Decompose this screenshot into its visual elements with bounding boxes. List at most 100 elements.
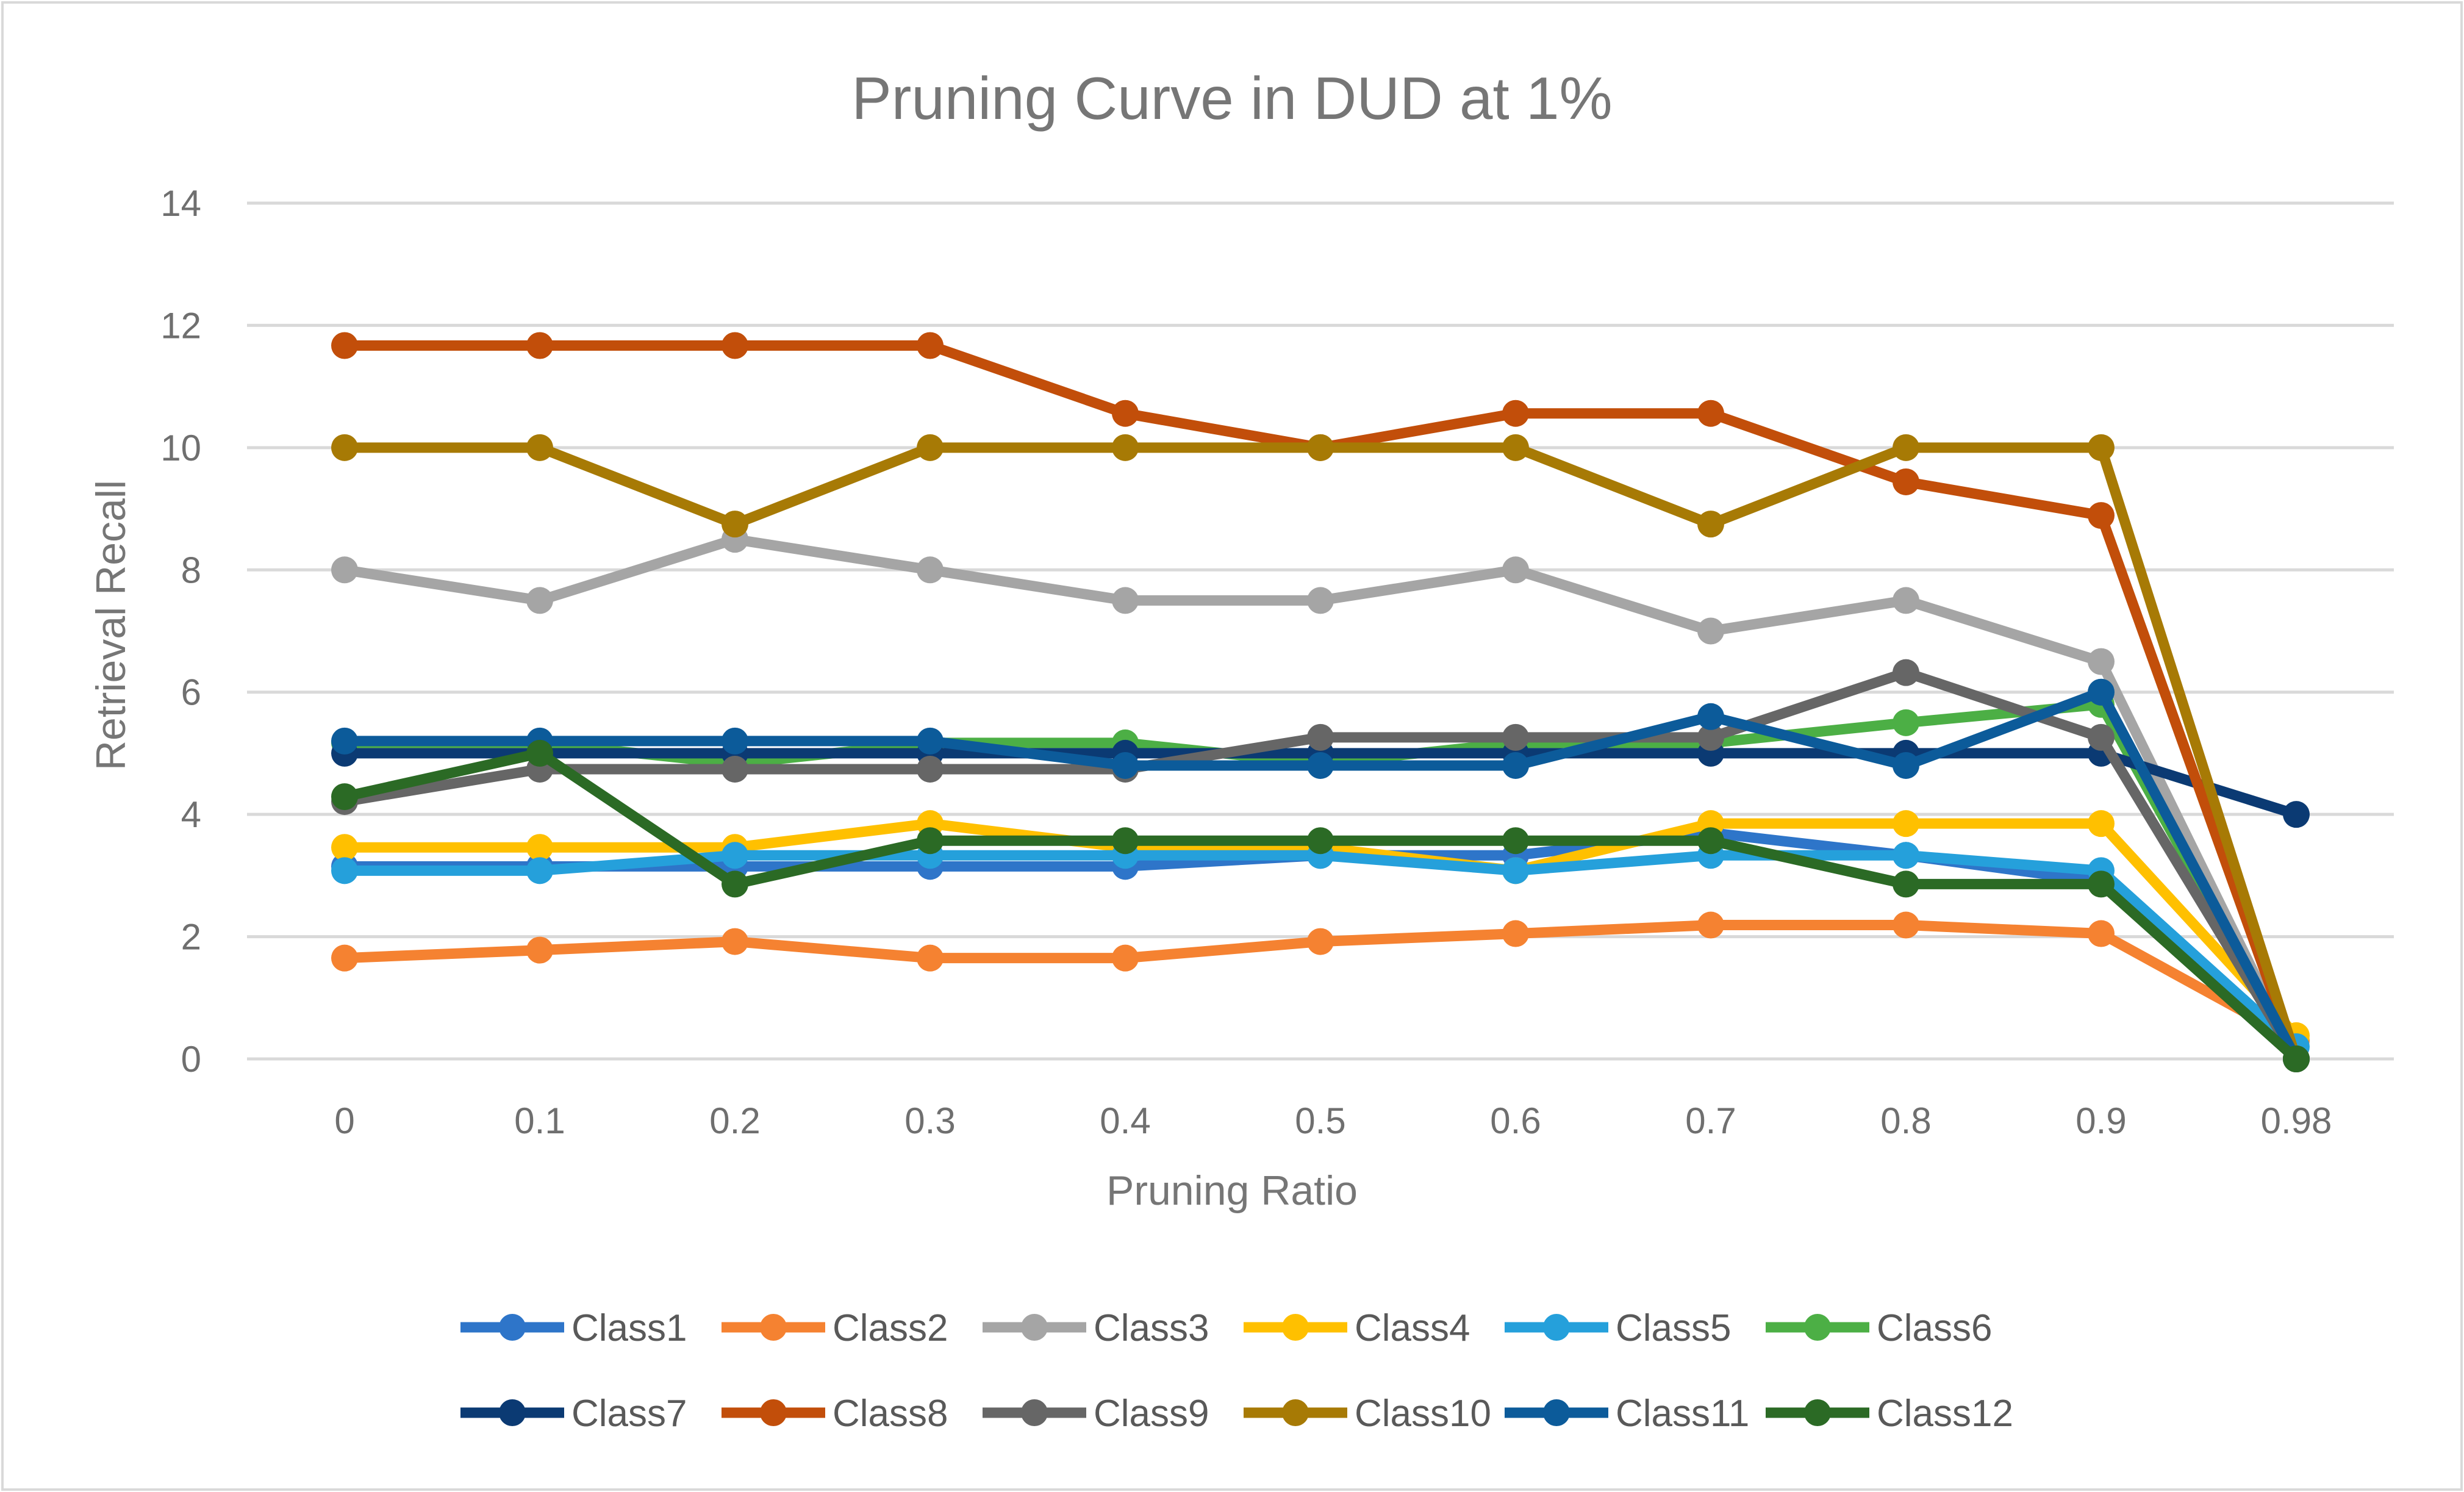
data-point [1307, 751, 1334, 779]
data-point [2088, 502, 2115, 529]
data-point [1697, 827, 1724, 855]
data-point [917, 755, 944, 783]
data-point [1697, 511, 1724, 538]
x-axis-label: Pruning Ratio [1106, 1167, 1358, 1214]
legend-item-class2: Class2 [722, 1307, 948, 1349]
legend-item-class6: Class6 [1766, 1307, 1993, 1349]
x-tick-label: 0.7 [1685, 1100, 1736, 1141]
legend-marker [1804, 1314, 1831, 1341]
x-tick-label: 0.1 [514, 1100, 565, 1141]
legend-label: Class11 [1616, 1393, 1749, 1435]
data-point [1502, 400, 1529, 427]
data-point [2283, 801, 2310, 828]
data-point [1502, 556, 1529, 584]
legend-item-class8: Class8 [722, 1393, 948, 1435]
series-class12 [331, 739, 2310, 1072]
data-point [2088, 678, 2115, 706]
legend-label: Class12 [1877, 1393, 2013, 1435]
data-point [917, 944, 944, 972]
data-point [917, 434, 944, 461]
legend-marker [1543, 1314, 1570, 1341]
data-point [1502, 827, 1529, 855]
legend-marker [1804, 1399, 1831, 1426]
series-class2 [331, 911, 2310, 1054]
data-point [331, 783, 358, 811]
data-point [722, 928, 748, 955]
data-point [1893, 659, 1919, 686]
legend: Class1 Class2 Class3 Class4 Class5 Class6 Clas… [460, 1307, 2013, 1435]
y-tick-label: 8 [181, 550, 201, 590]
legend-marker [1543, 1399, 1570, 1426]
data-point [722, 727, 748, 755]
series-group [331, 332, 2310, 1072]
y-tick-label: 4 [181, 794, 201, 835]
legend-label: Class5 [1616, 1307, 1732, 1349]
legend-item-class10: Class10 [1244, 1393, 1491, 1435]
data-point [331, 834, 358, 861]
y-tick-label: 14 [160, 183, 201, 224]
x-tick-label: 0.6 [1490, 1100, 1541, 1141]
data-point [1502, 434, 1529, 461]
x-tick-label: 0.3 [904, 1100, 955, 1141]
data-point [722, 842, 748, 869]
x-tick-label: 0.4 [1100, 1100, 1150, 1141]
legend-marker [1021, 1399, 1048, 1426]
data-point [1697, 703, 1724, 730]
data-point [1893, 810, 1919, 837]
data-point [2283, 1045, 2310, 1072]
y-axis-ticks: 0 2 4 6 8 10 12 14 [160, 183, 201, 1080]
x-tick-label: 0.8 [1880, 1100, 1931, 1141]
data-point [1112, 827, 1139, 855]
legend-label: Class9 [1094, 1393, 1209, 1435]
data-point [331, 944, 358, 972]
legend-item-class1: Class1 [460, 1307, 687, 1349]
data-point [722, 870, 748, 898]
data-point [1112, 944, 1139, 972]
legend-marker [760, 1314, 787, 1341]
data-point [1893, 709, 1919, 736]
data-point [917, 727, 944, 755]
data-point [1502, 920, 1529, 947]
data-point [917, 556, 944, 584]
data-point [1893, 751, 1919, 779]
y-tick-label: 10 [160, 428, 201, 468]
data-point [1697, 911, 1724, 939]
legend-label: Class1 [571, 1307, 687, 1349]
legend-marker [1021, 1314, 1048, 1341]
data-point [331, 727, 358, 755]
data-point [1112, 587, 1139, 614]
data-point [1502, 751, 1529, 779]
data-point [526, 936, 553, 964]
x-axis-ticks: 0 0.1 0.2 0.3 0.4 0.5 0.6 0.7 0.8 0.9 0.98 [334, 1100, 2332, 1141]
legend-label: Class6 [1877, 1307, 1993, 1349]
data-point [1502, 857, 1529, 884]
data-point [526, 587, 553, 614]
data-point [1307, 827, 1334, 855]
data-point [2088, 870, 2115, 898]
data-point [1307, 587, 1334, 614]
data-point [2088, 648, 2115, 675]
data-point [1697, 617, 1724, 645]
legend-label: Class2 [833, 1307, 948, 1349]
legend-item-class4: Class4 [1244, 1307, 1470, 1349]
data-point [917, 827, 944, 855]
data-point [1893, 587, 1919, 614]
series-class10 [331, 434, 2310, 1072]
legend-item-class12: Class12 [1766, 1393, 2013, 1435]
data-point [331, 556, 358, 584]
data-point [526, 834, 553, 861]
data-point [917, 332, 944, 359]
data-point [1307, 434, 1334, 461]
data-point [331, 332, 358, 359]
data-point [1893, 842, 1919, 869]
x-tick-label: 0 [334, 1100, 354, 1141]
legend-label: Class3 [1094, 1307, 1209, 1349]
data-point [1307, 928, 1334, 955]
data-point [1893, 434, 1919, 461]
legend-marker [1282, 1314, 1309, 1341]
legend-marker [499, 1399, 526, 1426]
legend-label: Class8 [833, 1393, 948, 1435]
data-point [1893, 870, 1919, 898]
data-point [331, 857, 358, 884]
